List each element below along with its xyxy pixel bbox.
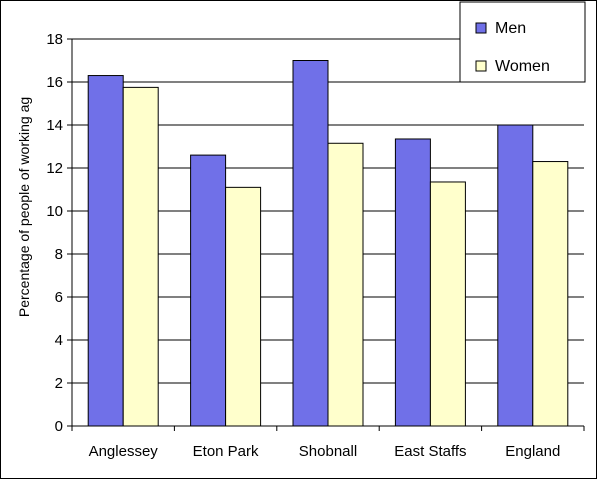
x-category-label: East Staffs bbox=[394, 443, 466, 460]
y-tick-label: 12 bbox=[46, 160, 63, 177]
bar-women-england bbox=[532, 161, 569, 427]
bar-men-england bbox=[497, 124, 534, 427]
y-axis-title: Percentage of people of working ag bbox=[16, 97, 32, 317]
x-category-label: Shobnall bbox=[299, 443, 357, 460]
legend-box bbox=[459, 1, 586, 83]
y-tick-label: 6 bbox=[55, 289, 63, 306]
x-category-label: England bbox=[505, 443, 560, 460]
bar-women-shobnall bbox=[327, 142, 364, 427]
bar-women-east-staffs bbox=[429, 181, 466, 427]
y-tick-label: 10 bbox=[46, 203, 63, 220]
bar-women-eton-park bbox=[225, 186, 262, 427]
x-category-labels: Anglessey Eton Park Shobnall East Staffs Eng… bbox=[89, 443, 561, 460]
bar-men-east-staffs bbox=[394, 138, 431, 427]
legend-label-women: Women bbox=[495, 58, 550, 75]
bar-women-anglessey bbox=[122, 86, 159, 427]
x-category-label: Anglessey bbox=[89, 443, 159, 460]
bar-men-shobnall bbox=[292, 60, 329, 427]
bars bbox=[87, 60, 569, 427]
y-tick-label: 0 bbox=[55, 418, 63, 435]
legend-swatch-women bbox=[475, 60, 487, 72]
y-tick-label: 8 bbox=[55, 246, 63, 263]
y-tick-label: 2 bbox=[55, 375, 63, 392]
axes bbox=[71, 39, 585, 431]
legend: Men Women bbox=[459, 1, 586, 83]
legend-label-men: Men bbox=[495, 20, 526, 37]
y-tick-labels: 0 2 4 6 8 10 12 14 16 18 bbox=[46, 31, 63, 435]
y-tick-label: 18 bbox=[46, 31, 63, 48]
bar-men-anglessey bbox=[87, 75, 124, 427]
x-category-label: Eton Park bbox=[193, 443, 259, 460]
y-tick-label: 4 bbox=[55, 332, 63, 349]
y-tick-label: 14 bbox=[46, 117, 63, 134]
y-tick-label: 16 bbox=[46, 74, 63, 91]
bar-men-eton-park bbox=[190, 154, 227, 427]
legend-swatch-men bbox=[475, 22, 487, 34]
